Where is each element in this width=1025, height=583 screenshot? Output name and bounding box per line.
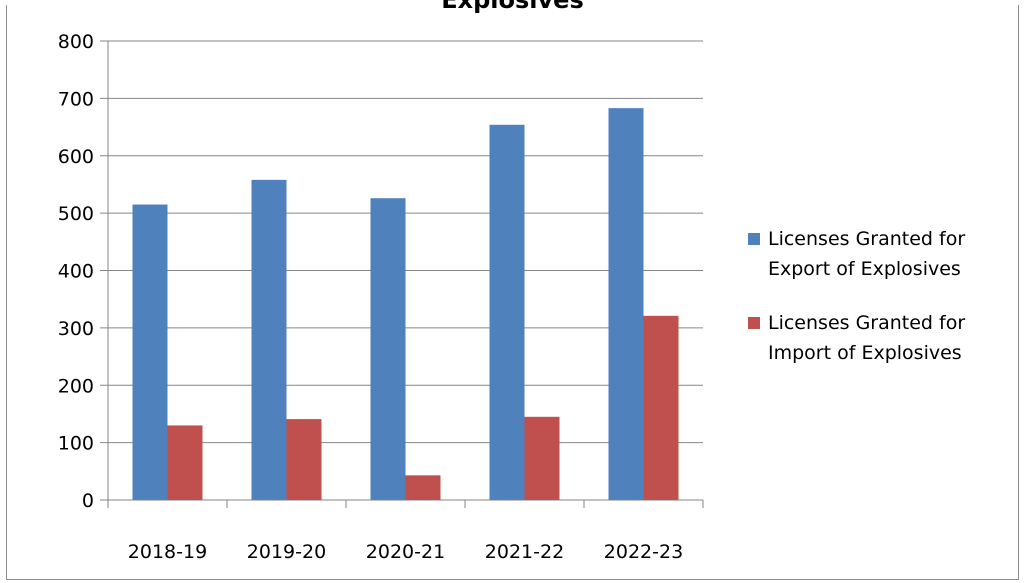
bars <box>132 108 679 501</box>
bar-import-2022-23 <box>643 315 679 500</box>
legend-swatch-import <box>748 317 760 329</box>
legend-swatch-export <box>748 233 760 245</box>
y-tick-label: 100 <box>58 433 94 455</box>
bar-export-2021-22 <box>489 124 525 500</box>
legend-label-import: Import of Explosives <box>768 342 962 364</box>
y-tick-label: 400 <box>58 261 94 283</box>
bar-import-2019-20 <box>286 419 322 500</box>
bar-export-2019-20 <box>251 179 287 500</box>
chart-title: Explosives <box>441 0 584 14</box>
y-tick-label: 500 <box>58 203 94 225</box>
x-tick-label: 2022-23 <box>604 541 683 563</box>
y-tick-label: 800 <box>58 31 94 53</box>
x-tick-label: 2020-21 <box>366 541 445 563</box>
bar-import-2020-21 <box>405 475 441 500</box>
x-tick-label: 2018-19 <box>128 541 207 563</box>
y-tick-label: 200 <box>58 375 94 397</box>
bar-import-2018-19 <box>167 425 203 500</box>
legend-label-export: Licenses Granted for <box>768 228 965 250</box>
bar-import-2021-22 <box>524 416 560 500</box>
legend-label-export: Export of Explosives <box>768 258 961 280</box>
legend: Licenses Granted for Export of Explosives… <box>748 228 965 364</box>
legend-label-import: Licenses Granted for <box>768 312 965 334</box>
bar-export-2018-19 <box>132 204 168 501</box>
tick-labels: 0 100 200 300 400 500 600 700 800 2018-19 2019-20 2… <box>58 31 683 563</box>
y-tick-label: 600 <box>58 146 94 168</box>
y-tick-label: 300 <box>58 318 94 340</box>
x-tick-label: 2021-22 <box>485 541 564 563</box>
x-tick-label: 2019-20 <box>247 541 326 563</box>
bar-export-2020-21 <box>370 198 406 500</box>
y-tick-label: 700 <box>58 88 94 110</box>
bar-export-2022-23 <box>608 108 644 500</box>
y-tick-label: 0 <box>82 490 94 512</box>
